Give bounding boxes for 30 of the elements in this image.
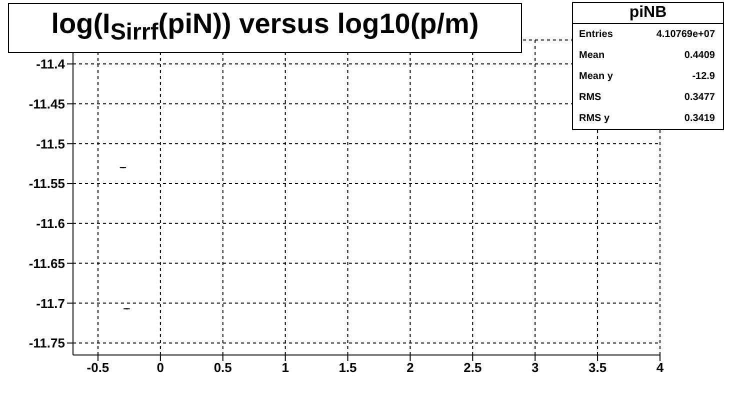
annotation: RMS y <box>579 113 610 124</box>
y-tick-label: -11.4 <box>36 56 66 72</box>
x-tick-label: 2.5 <box>464 360 482 376</box>
x-tick-label: 1.5 <box>338 360 357 376</box>
annotation: Mean y <box>579 71 613 82</box>
x-tick-label: 2 <box>406 360 414 376</box>
y-tick-label: -11.55 <box>28 176 65 192</box>
text: 0.3419 <box>684 113 715 124</box>
y-tick-label: -11.7 <box>36 296 65 311</box>
text: 0.3477 <box>684 92 715 103</box>
x-tick-label: 1 <box>282 360 289 376</box>
x-tick-label: 0.5 <box>214 360 232 376</box>
y-tick-label: -11.75 <box>28 336 65 351</box>
annotation: RMS <box>579 92 602 103</box>
text: -12.9 <box>692 71 715 82</box>
chart-title: log(I$_{Sirrf}$(piN)) versus log10(p/m) <box>51 8 479 47</box>
annotation: 4.10769e+07 <box>656 29 715 40</box>
x-tick-label: -0.5 <box>86 360 110 376</box>
x-tick-label: 3.5 <box>588 360 607 376</box>
annotation: Mean <box>579 50 605 61</box>
text: 0.4409 <box>684 50 715 61</box>
x-tick-label: 3 <box>531 360 539 376</box>
text: piNB <box>573 3 723 24</box>
annotation: Entries <box>579 29 613 40</box>
x-tick-label: 4 <box>656 360 664 376</box>
y-tick-label: -11.6 <box>36 216 65 232</box>
x-tick-label: 0 <box>156 360 164 376</box>
y-tick-label: -11.65 <box>28 256 65 271</box>
y-tick-label: -11.5 <box>36 136 65 152</box>
y-tick-label: -11.45 <box>28 96 65 112</box>
